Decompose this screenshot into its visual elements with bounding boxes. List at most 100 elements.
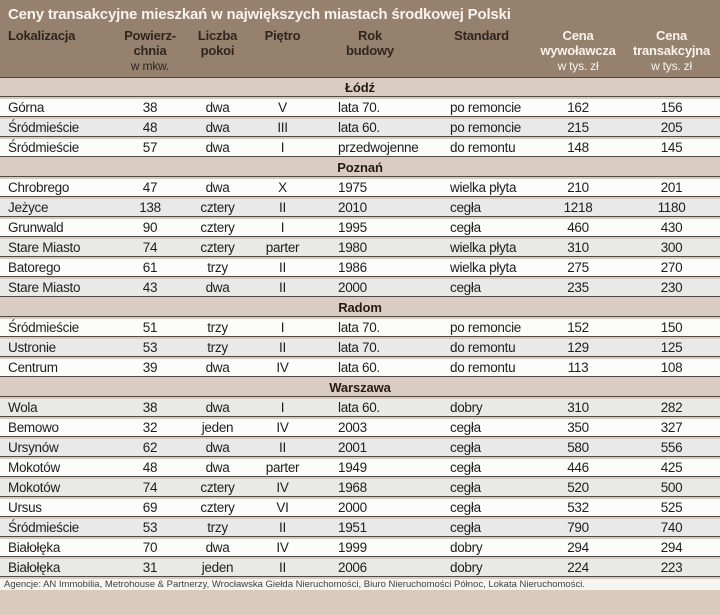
- cell-rok-budowy: 2010: [338, 200, 367, 215]
- cell-cena-wywolawcza: 152: [567, 320, 589, 335]
- cell-cena-wywolawcza: 148: [567, 140, 589, 155]
- cell-cena-transakcyjna: 270: [660, 260, 683, 275]
- cell-powierzchnia: 74: [142, 480, 158, 495]
- cell-pietro: I: [280, 400, 285, 415]
- column-header-pietro: Piętro: [255, 26, 310, 73]
- table-row: Śródmieście 48 dwa III lata 60. po remoncie 21…: [0, 119, 720, 137]
- column-header-lokalizacja: Lokalizacja: [0, 26, 120, 73]
- cell-cena-wywolawcza: 790: [567, 520, 589, 535]
- cell-cena-wywolawcza: 129: [567, 340, 589, 355]
- cell-pietro: X: [278, 180, 287, 195]
- table-row: Mokotów 74 cztery IV 1968 cegła 520 500: [0, 479, 720, 497]
- cell-powierzchnia: 38: [142, 100, 158, 115]
- cell-powierzchnia: 43: [142, 280, 158, 295]
- cell-cena-wywolawcza: 210: [567, 180, 589, 195]
- cell-cena-transakcyjna: 430: [660, 220, 683, 235]
- cell-liczba-pokoi: dwa: [205, 360, 230, 375]
- cell-powierzchnia: 48: [142, 460, 158, 475]
- cell-cena-wywolawcza: 460: [567, 220, 589, 235]
- cell-cena-transakcyjna: 1180: [657, 200, 686, 215]
- column-label: Lokalizacja: [8, 28, 76, 43]
- cell-liczba-pokoi: trzy: [207, 340, 228, 355]
- cell-pietro: II: [279, 440, 286, 455]
- cell-powierzchnia: 138: [139, 200, 161, 215]
- cell-cena-wywolawcza: 294: [567, 540, 589, 555]
- cell-cena-wywolawcza: 215: [567, 120, 589, 135]
- cell-standard: cegła: [450, 280, 481, 295]
- cell-standard: wielka płyta: [450, 240, 517, 255]
- table-row: Jeżyce 138 cztery II 2010 cegła 1218 1180: [0, 199, 720, 217]
- cell-liczba-pokoi: trzy: [207, 520, 228, 535]
- cell-cena-transakcyjna: 205: [660, 120, 683, 135]
- cell-pietro: IV: [276, 360, 289, 375]
- cell-rok-budowy: lata 70.: [338, 320, 380, 335]
- cell-powierzchnia: 90: [142, 220, 158, 235]
- cell-pietro: VI: [276, 500, 289, 515]
- table-row: Ursynów 62 dwa II 2001 cegła 580 556: [0, 439, 720, 457]
- cell-standard: cegła: [450, 220, 481, 235]
- table-row: Mokotów 48 dwa parter 1949 cegła 446 425: [0, 459, 720, 477]
- column-label: Cena wywoławcza: [540, 28, 616, 58]
- cell-cena-transakcyjna: 223: [660, 560, 683, 575]
- column-label: Rok budowy: [346, 28, 394, 58]
- cell-lokalizacja: Jeżyce: [8, 200, 49, 215]
- cell-rok-budowy: 2000: [338, 280, 367, 295]
- column-header-liczba-pokoi: Liczba pokoi: [180, 26, 255, 73]
- cell-cena-wywolawcza: 580: [567, 440, 589, 455]
- cell-standard: cegła: [450, 460, 481, 475]
- cell-liczba-pokoi: cztery: [200, 480, 235, 495]
- cell-standard: cegła: [450, 500, 481, 515]
- cell-pietro: V: [278, 100, 287, 115]
- cell-lokalizacja: Śródmieście: [8, 140, 79, 155]
- cell-rok-budowy: 2000: [338, 500, 367, 515]
- cell-standard: wielka płyta: [450, 180, 517, 195]
- cell-powierzchnia: 47: [142, 180, 158, 195]
- cell-cena-wywolawcza: 310: [567, 400, 589, 415]
- cell-liczba-pokoi: dwa: [205, 460, 230, 475]
- column-sublabel: w mkw.: [130, 59, 170, 73]
- table-row: Stare Miasto 43 dwa II 2000 cegła 235 230: [0, 279, 720, 297]
- cell-liczba-pokoi: dwa: [205, 100, 230, 115]
- table-row: Białołęka 31 jeden II 2006 dobry 224 223: [0, 559, 720, 577]
- cell-lokalizacja: Mokotów: [8, 460, 60, 475]
- cell-powierzchnia: 62: [142, 440, 158, 455]
- cell-pietro: parter: [265, 460, 300, 475]
- cell-rok-budowy: 2003: [338, 420, 367, 435]
- cell-pietro: IV: [276, 420, 289, 435]
- cell-lokalizacja: Ustronie: [8, 340, 56, 355]
- cell-standard: dobry: [450, 400, 483, 415]
- cell-cena-wywolawcza: 224: [567, 560, 589, 575]
- column-header-powierzchnia: Powierz- chnia w mkw.: [120, 26, 180, 73]
- table-row: Chrobrego 47 dwa X 1975 wielka płyta 210 201: [0, 179, 720, 197]
- cell-cena-transakcyjna: 125: [660, 340, 683, 355]
- cell-rok-budowy: 1968: [338, 480, 367, 495]
- cell-liczba-pokoi: trzy: [207, 320, 228, 335]
- cell-standard: wielka płyta: [450, 260, 517, 275]
- cell-lokalizacja: Białołęka: [8, 540, 61, 555]
- column-sublabel: w tys. zł: [651, 59, 692, 73]
- cell-powierzchnia: 61: [142, 260, 158, 275]
- cell-liczba-pokoi: jeden: [201, 560, 234, 575]
- cell-rok-budowy: lata 60.: [338, 120, 380, 135]
- section-band: Radom: [0, 299, 720, 317]
- cell-lokalizacja: Ursynów: [8, 440, 59, 455]
- cell-lokalizacja: Wola: [8, 400, 38, 415]
- cell-standard: dobry: [450, 540, 483, 555]
- cell-powierzchnia: 31: [142, 560, 158, 575]
- cell-powierzchnia: 57: [142, 140, 158, 155]
- cell-rok-budowy: 1995: [338, 220, 367, 235]
- cell-liczba-pokoi: cztery: [200, 240, 235, 255]
- cell-lokalizacja: Mokotów: [8, 480, 60, 495]
- table-header: Ceny transakcyjne mieszkań w największyc…: [0, 0, 720, 78]
- cell-cena-wywolawcza: 350: [567, 420, 589, 435]
- table-row: Grunwald 90 cztery I 1995 cegła 460 430: [0, 219, 720, 237]
- cell-pietro: II: [279, 200, 286, 215]
- cell-cena-transakcyjna: 500: [660, 480, 683, 495]
- cell-standard: po remoncie: [450, 320, 521, 335]
- cell-pietro: I: [280, 320, 285, 335]
- cell-standard: po remoncie: [450, 120, 521, 135]
- cell-liczba-pokoi: dwa: [205, 400, 230, 415]
- cell-cena-wywolawcza: 235: [567, 280, 589, 295]
